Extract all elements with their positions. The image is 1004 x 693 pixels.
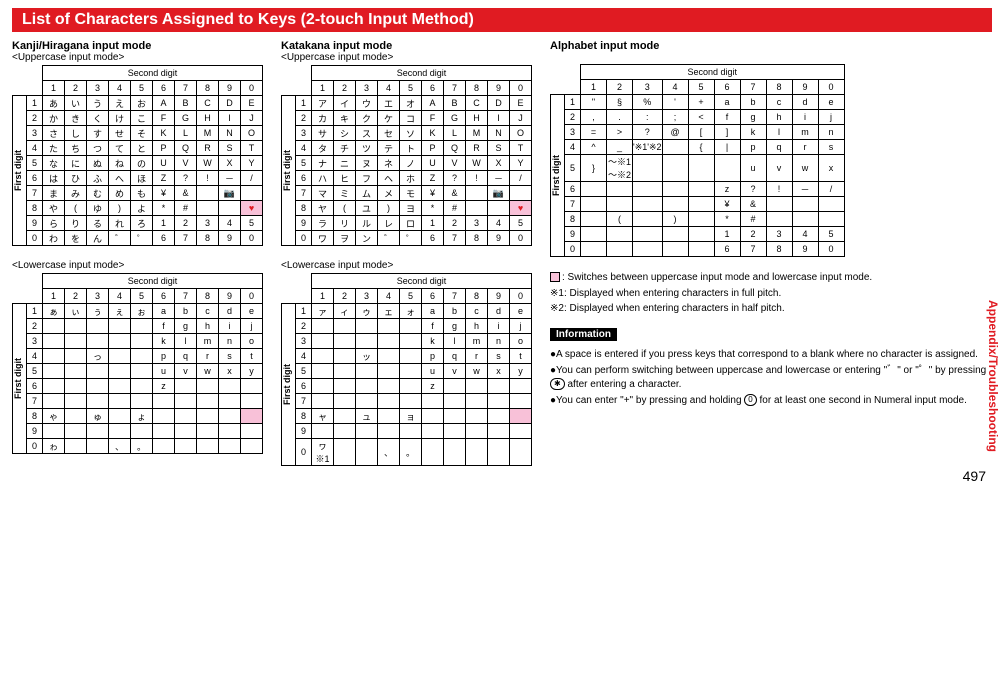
info-header: Information xyxy=(550,328,617,341)
info-b2: ●You can perform switching between upper… xyxy=(550,364,992,391)
kata-upper-sub: <Uppercase input mode> xyxy=(281,52,532,63)
kanji-upper-sub: <Uppercase input mode> xyxy=(12,52,263,63)
key-zero: 0 xyxy=(744,394,756,406)
kanji-lower-sub: <Lowercase input mode> xyxy=(12,260,263,271)
pink-legend-box xyxy=(550,272,560,282)
info-b3b: for at least one second in Numeral input… xyxy=(760,395,967,406)
alpha-table: Second digit1234567890First digit1"§%'+a… xyxy=(550,64,845,257)
note-switch: : Switches between uppercase input mode … xyxy=(562,272,872,283)
alpha-mode-title: Alphabet input mode xyxy=(550,40,992,52)
key-star: ✱ xyxy=(550,378,565,390)
col-katakana: Katakana input mode <Uppercase input mod… xyxy=(281,40,532,480)
kata-upper-table: Second digit1234567890First digit1アイウエオA… xyxy=(281,65,532,246)
notes-block: : Switches between uppercase input mode … xyxy=(550,271,992,316)
note-x2: ※2: Displayed when entering characters i… xyxy=(550,302,992,316)
page-number: 497 xyxy=(963,468,986,484)
side-tab: Appendix/Troubleshooting xyxy=(986,300,1000,452)
kata-mode-title: Katakana input mode xyxy=(281,40,532,52)
page-title: List of Characters Assigned to Keys (2-t… xyxy=(12,8,992,32)
info-b3: ●You can enter "+" by pressing and holdi… xyxy=(550,394,992,408)
col-alpha: Alphabet input mode Second digit12345678… xyxy=(550,40,992,480)
kata-lower-sub: <Lowercase input mode> xyxy=(281,260,532,271)
kanji-mode-title: Kanji/Hiragana input mode xyxy=(12,40,263,52)
kanji-upper-table: Second digit1234567890First digit1あいうえおA… xyxy=(12,65,263,246)
kata-lower-table: Second digit1234567890First digit1ァィゥェォa… xyxy=(281,273,532,466)
note-x1: ※1: Displayed when entering characters i… xyxy=(550,287,992,301)
info-b1: ●A space is entered if you press keys th… xyxy=(550,348,992,362)
info-b2a: ●You can perform switching between upper… xyxy=(550,365,986,376)
info-block: Information ●A space is entered if you p… xyxy=(550,318,992,408)
col-kanji: Kanji/Hiragana input mode <Uppercase inp… xyxy=(12,40,263,480)
kanji-lower-table: Second digit1234567890First digit1ぁぃぅぇぉa… xyxy=(12,273,263,454)
info-b3a: ●You can enter "+" by pressing and holdi… xyxy=(550,395,744,406)
info-b2b: after entering a character. xyxy=(567,379,681,390)
